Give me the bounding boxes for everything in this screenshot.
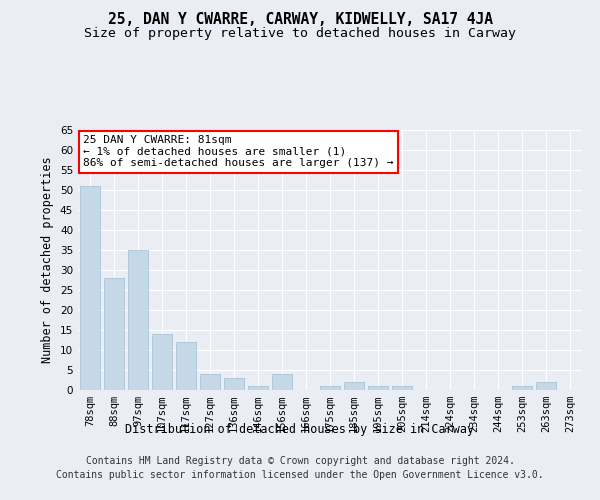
Bar <box>80 186 100 390</box>
Bar <box>128 250 148 390</box>
Text: Contains HM Land Registry data © Crown copyright and database right 2024.
Contai: Contains HM Land Registry data © Crown c… <box>56 456 544 480</box>
Bar <box>392 386 412 390</box>
Bar <box>320 386 340 390</box>
Bar <box>368 386 388 390</box>
Bar <box>536 382 556 390</box>
Bar <box>272 374 292 390</box>
Bar <box>344 382 364 390</box>
Bar <box>200 374 220 390</box>
Y-axis label: Number of detached properties: Number of detached properties <box>41 156 55 364</box>
Text: 25 DAN Y CWARRE: 81sqm
← 1% of detached houses are smaller (1)
86% of semi-detac: 25 DAN Y CWARRE: 81sqm ← 1% of detached … <box>83 135 394 168</box>
Text: Distribution of detached houses by size in Carway: Distribution of detached houses by size … <box>125 422 475 436</box>
Bar <box>248 386 268 390</box>
Bar <box>104 278 124 390</box>
Bar <box>152 334 172 390</box>
Bar <box>512 386 532 390</box>
Bar <box>224 378 244 390</box>
Text: 25, DAN Y CWARRE, CARWAY, KIDWELLY, SA17 4JA: 25, DAN Y CWARRE, CARWAY, KIDWELLY, SA17… <box>107 12 493 28</box>
Bar <box>176 342 196 390</box>
Text: Size of property relative to detached houses in Carway: Size of property relative to detached ho… <box>84 28 516 40</box>
